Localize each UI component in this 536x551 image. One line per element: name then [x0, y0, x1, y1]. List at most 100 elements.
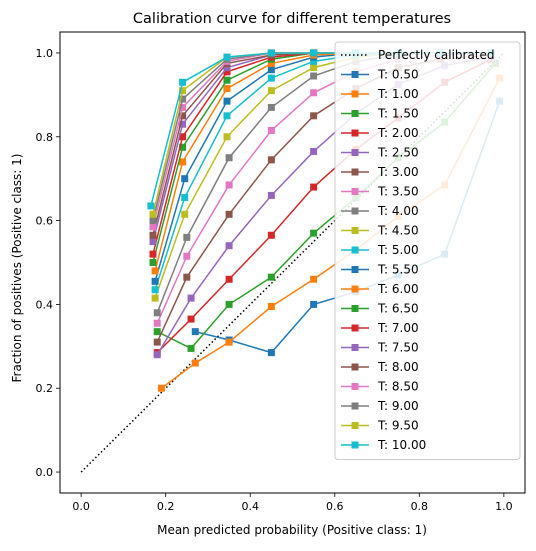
- series-point: [179, 143, 187, 151]
- legend-label: T: 7.00: [377, 321, 419, 335]
- series-point: [267, 349, 275, 357]
- series-point: [157, 384, 165, 392]
- y-tick-label: 0.2: [36, 382, 54, 395]
- series-point: [153, 319, 161, 327]
- legend-label: T: 2.50: [377, 146, 419, 160]
- legend-label: T: 9.00: [377, 399, 419, 413]
- legend-handle-marker: [351, 441, 359, 449]
- legend-label: T: 1.50: [377, 107, 419, 121]
- series-point: [267, 66, 275, 74]
- series-point: [223, 53, 231, 61]
- series-point: [267, 74, 275, 82]
- series-point: [267, 49, 275, 57]
- legend-handle-marker: [351, 110, 359, 117]
- series-point: [225, 338, 233, 346]
- x-tick-label: 1.0: [495, 500, 513, 513]
- series-point: [310, 183, 318, 191]
- series-point: [223, 64, 231, 72]
- series-point: [181, 175, 189, 183]
- legend-handle-marker: [351, 90, 359, 98]
- series-point: [310, 89, 318, 97]
- legend-label: T: 5.00: [377, 243, 419, 257]
- series-point: [191, 328, 199, 336]
- legend-handle-marker: [351, 324, 359, 332]
- legend-handle-marker: [351, 422, 359, 429]
- x-tick-label: 0.6: [326, 500, 344, 513]
- x-tick-label: 0.8: [411, 500, 429, 513]
- legend-handle-marker: [351, 207, 359, 215]
- series-point: [225, 210, 233, 218]
- series-point: [151, 277, 159, 285]
- series-point: [223, 112, 231, 120]
- series-point: [267, 273, 275, 281]
- series-point: [310, 72, 318, 80]
- series-point: [223, 76, 231, 84]
- series-point: [179, 103, 187, 111]
- series-point: [267, 156, 275, 164]
- legend-label: T: 8.00: [377, 360, 419, 374]
- series-point: [223, 85, 231, 93]
- legend-label-reference: Perfectly calibrated: [378, 48, 495, 62]
- series-point: [183, 252, 191, 260]
- y-tick-label: 0.8: [36, 131, 54, 144]
- x-axis-label: Mean predicted probability (Positive cla…: [157, 523, 427, 537]
- legend-label: T: 6.50: [377, 302, 419, 316]
- x-axis: 0.0 0.2 0.4 0.6 0.8 1.0: [72, 493, 513, 513]
- legend-handle-marker: [351, 344, 359, 351]
- series-point: [310, 112, 318, 120]
- series-point: [149, 210, 157, 218]
- y-tick-label: 0.0: [36, 466, 54, 479]
- legend-handle-marker: [351, 168, 359, 176]
- legend-label: T: 4.50: [377, 224, 419, 238]
- series-point: [310, 147, 318, 155]
- legend-label: T: 6.00: [377, 282, 419, 296]
- series-point: [151, 294, 159, 302]
- series-point: [225, 242, 233, 250]
- legend-box: [334, 41, 521, 460]
- legend-handle-marker: [351, 227, 359, 234]
- series-point: [153, 309, 161, 317]
- series-point: [267, 231, 275, 239]
- series-point: [153, 328, 161, 336]
- series-point: [149, 231, 157, 239]
- series-point: [149, 223, 157, 231]
- series-point: [223, 68, 231, 76]
- series-point: [310, 57, 318, 65]
- legend-label: T: 3.50: [377, 185, 419, 199]
- series-point: [179, 87, 187, 95]
- legend-handle-marker: [351, 266, 359, 273]
- series-point: [179, 95, 187, 103]
- series-point: [183, 273, 191, 281]
- legend-handle-marker: [351, 363, 359, 371]
- legend-handle-marker: [351, 402, 359, 410]
- series-point: [267, 126, 275, 134]
- legend-handle-marker: [351, 188, 359, 195]
- legend-label: T: 4.00: [377, 204, 419, 218]
- legend-label: T: 1.00: [377, 87, 419, 101]
- series-point: [153, 338, 161, 346]
- series-point: [310, 300, 318, 308]
- series-point: [191, 359, 199, 367]
- series-point: [310, 64, 318, 72]
- series-point: [310, 229, 318, 237]
- legend-handle-marker: [351, 305, 359, 312]
- series-point: [147, 202, 155, 210]
- y-axis-label: Fraction of positives (Positive class: 1…: [10, 154, 24, 383]
- legend-label: T: 5.50: [377, 263, 419, 277]
- legend-handle-marker: [351, 285, 359, 293]
- y-tick-label: 0.4: [36, 298, 54, 311]
- series-point: [181, 194, 189, 202]
- series-point: [149, 259, 157, 266]
- series-point: [310, 49, 318, 57]
- series-point: [179, 158, 187, 166]
- series-point: [151, 286, 159, 294]
- legend-label: T: 7.50: [377, 341, 419, 355]
- legend-label: T: 2.00: [377, 126, 419, 140]
- series-point: [181, 210, 189, 218]
- series-point: [225, 154, 233, 162]
- y-tick-label: 0.6: [36, 215, 54, 228]
- series-point: [187, 344, 195, 352]
- x-tick-label: 0.2: [157, 500, 175, 513]
- series-point: [225, 275, 233, 283]
